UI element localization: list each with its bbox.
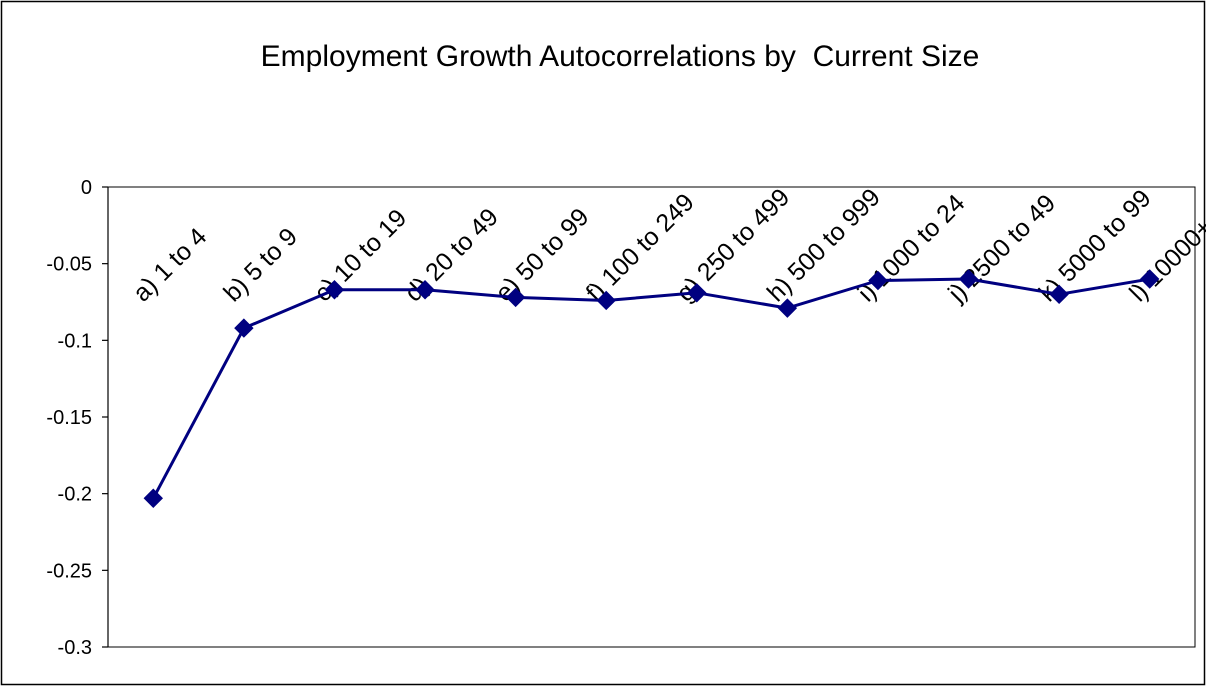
- data-point: [687, 283, 707, 303]
- data-point: [415, 280, 435, 300]
- data-point: [234, 318, 254, 338]
- data-point: [505, 287, 526, 308]
- y-tick-label: -0.2: [58, 484, 92, 506]
- data-point: [596, 290, 616, 311]
- data-point: [777, 298, 798, 318]
- chart-title: Employment Growth Autocorrelations by Cu…: [261, 40, 980, 73]
- data-point: [958, 269, 979, 289]
- y-tick-label: 0: [81, 177, 92, 199]
- y-tick-label: -0.3: [58, 637, 92, 659]
- data-point: [1049, 284, 1069, 305]
- data-point: [143, 488, 163, 508]
- y-tick-label: -0.05: [46, 254, 92, 276]
- y-tick-label: -0.1: [58, 330, 92, 352]
- y-tick-label: -0.25: [46, 560, 92, 582]
- data-point: [868, 270, 888, 291]
- plot-area: [107, 186, 1196, 648]
- data-point: [324, 280, 345, 300]
- data-point: [1140, 269, 1160, 289]
- y-tick-label: -0.15: [46, 407, 92, 429]
- series-line: [151, 277, 1150, 500]
- series-1: [143, 269, 1160, 508]
- y-axis: 0 -0.05 -0.1 -0.15 -0.2 -0.25 -0.3: [46, 177, 108, 659]
